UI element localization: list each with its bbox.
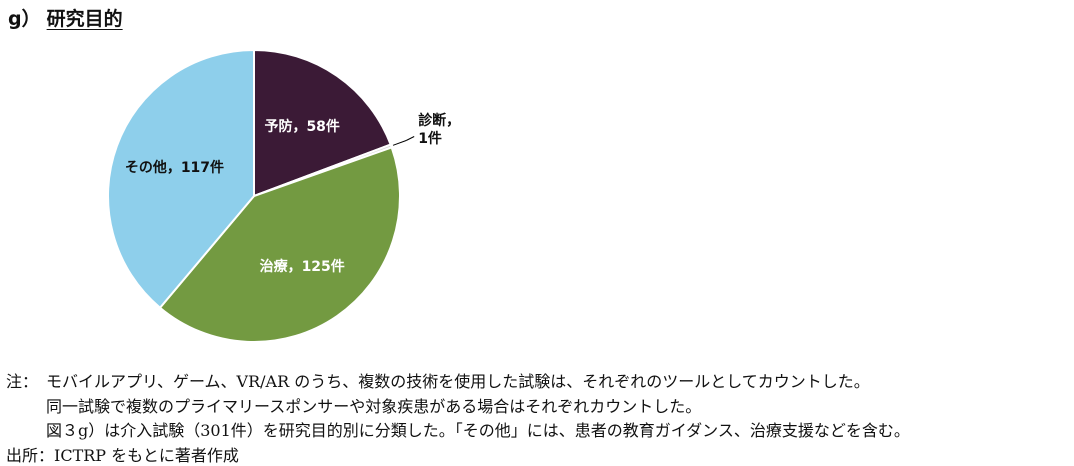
- slice-label: 治療，125件: [259, 258, 345, 275]
- note-pad: [6, 395, 46, 420]
- leader-line: [392, 140, 407, 146]
- note-pad: [6, 419, 46, 444]
- notes: 注： モバイルアプリ、ゲーム、VR/AR のうち、複数の技術を使用した試験は、それ…: [6, 370, 910, 466]
- slice-label: その他，117件: [124, 159, 225, 176]
- note-line: 図３g）は介入試験（301件）を研究目的別に分類した。「その他」には、患者の教育…: [46, 421, 910, 440]
- source: 出所：ICTRP をもとに著者作成: [6, 445, 239, 465]
- leader-line: [405, 136, 415, 141]
- header: g） 研究目的: [8, 4, 123, 31]
- note-row: 図３g）は介入試験（301件）を研究目的別に分類した。「その他」には、患者の教育…: [6, 419, 910, 444]
- pie-slice: [253, 48, 392, 198]
- slice-label: 予防，58件: [264, 119, 340, 136]
- note-row: 同一試験で複数のプライマリースポンサーや対象疾患がある場合はそれぞれカウントした…: [6, 395, 910, 420]
- note-label: 注：: [6, 372, 39, 391]
- chart-title: 研究目的: [46, 8, 123, 30]
- note-row: 注： モバイルアプリ、ゲーム、VR/AR のうち、複数の技術を使用した試験は、それ…: [6, 370, 910, 395]
- header-label: g）: [8, 8, 41, 30]
- note-line: モバイルアプリ、ゲーム、VR/AR のうち、複数の技術を使用した試験は、それぞれ…: [46, 372, 870, 391]
- pie-slice: [158, 146, 401, 343]
- pie-slice: [107, 48, 255, 310]
- slice-label: 診断，1件: [418, 112, 461, 148]
- note-line: 同一試験で複数のプライマリースポンサーや対象疾患がある場合はそれぞれカウントした…: [46, 396, 702, 416]
- source-row: 出所：ICTRP をもとに著者作成: [6, 444, 910, 466]
